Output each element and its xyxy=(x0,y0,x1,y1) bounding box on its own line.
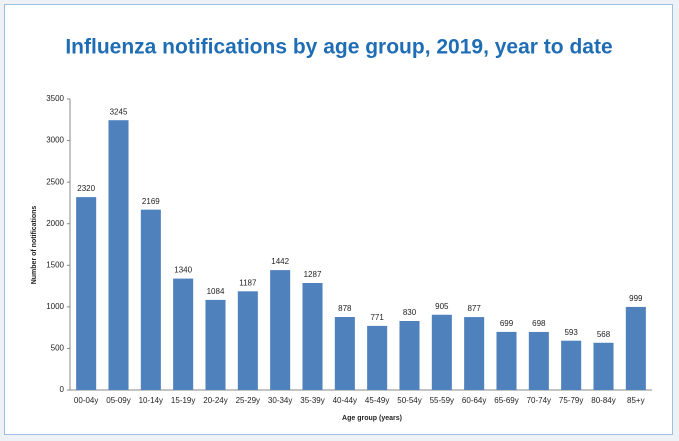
bar xyxy=(625,306,646,390)
x-tick-label: 70-74y xyxy=(527,396,551,405)
data-label: 3245 xyxy=(110,107,128,116)
bar xyxy=(237,291,258,390)
x-tick-label: 80-84y xyxy=(591,396,615,405)
bar xyxy=(302,282,323,390)
bar xyxy=(561,340,582,390)
data-label: 1084 xyxy=(207,287,225,296)
bar xyxy=(140,209,161,390)
y-tick-label: 2000 xyxy=(46,219,64,228)
data-label: 2320 xyxy=(77,184,95,193)
x-tick-label: 65-69y xyxy=(494,396,518,405)
data-label: 699 xyxy=(500,319,514,328)
data-label: 830 xyxy=(403,308,417,317)
bar xyxy=(334,317,355,390)
data-label: 771 xyxy=(370,313,384,322)
x-tick-label: 60-64y xyxy=(462,396,486,405)
bar xyxy=(399,320,420,390)
x-axis-title: Age group (years) xyxy=(342,415,402,422)
bar xyxy=(76,197,97,390)
x-tick-label: 05-09y xyxy=(106,396,130,405)
y-tick-label: 1000 xyxy=(46,302,64,311)
bar xyxy=(270,270,291,390)
x-tick-label: 45-49y xyxy=(365,396,389,405)
data-label: 1187 xyxy=(239,278,257,287)
bar xyxy=(431,314,452,390)
y-axis-title: Number of notifications xyxy=(31,206,38,285)
y-tick-label: 2500 xyxy=(46,177,64,186)
data-label: 593 xyxy=(564,328,578,337)
bar xyxy=(464,317,485,390)
data-label: 878 xyxy=(338,304,352,313)
data-label: 1340 xyxy=(174,266,192,275)
x-tick-label: 85+y xyxy=(627,396,645,405)
x-tick-label: 00-04y xyxy=(74,396,98,405)
x-tick-label: 55-59y xyxy=(430,396,454,405)
data-label: 568 xyxy=(597,330,611,339)
x-tick-label: 10-14y xyxy=(139,396,163,405)
bar xyxy=(593,342,614,390)
bar xyxy=(108,120,129,391)
x-tick-label: 50-54y xyxy=(397,396,421,405)
y-tick-label: 1500 xyxy=(46,260,64,269)
chart-title: Influenza notifications by age group, 20… xyxy=(65,36,612,59)
data-label: 1287 xyxy=(304,270,322,279)
x-tick-label: 30-34y xyxy=(268,396,292,405)
x-tick-label: 25-29y xyxy=(236,396,260,405)
y-tick-label: 3500 xyxy=(46,94,64,103)
bar xyxy=(528,331,549,390)
data-label: 999 xyxy=(629,294,643,303)
data-label: 905 xyxy=(435,302,449,311)
data-label: 2169 xyxy=(142,197,160,206)
y-tick-label: 500 xyxy=(51,344,65,353)
y-tick-label: 3000 xyxy=(46,136,64,145)
data-label: 1442 xyxy=(271,257,289,266)
x-tick-label: 40-44y xyxy=(333,396,357,405)
x-tick-label: 35-39y xyxy=(300,396,324,405)
data-label: 877 xyxy=(467,304,481,313)
x-tick-label: 75-79y xyxy=(559,396,583,405)
bar xyxy=(496,331,517,390)
bar xyxy=(205,299,226,390)
y-tick-label: 0 xyxy=(60,385,65,394)
data-label: 698 xyxy=(532,319,546,328)
x-tick-label: 15-19y xyxy=(171,396,195,405)
bar xyxy=(173,278,194,390)
bar xyxy=(367,325,388,390)
x-tick-label: 20-24y xyxy=(203,396,227,405)
